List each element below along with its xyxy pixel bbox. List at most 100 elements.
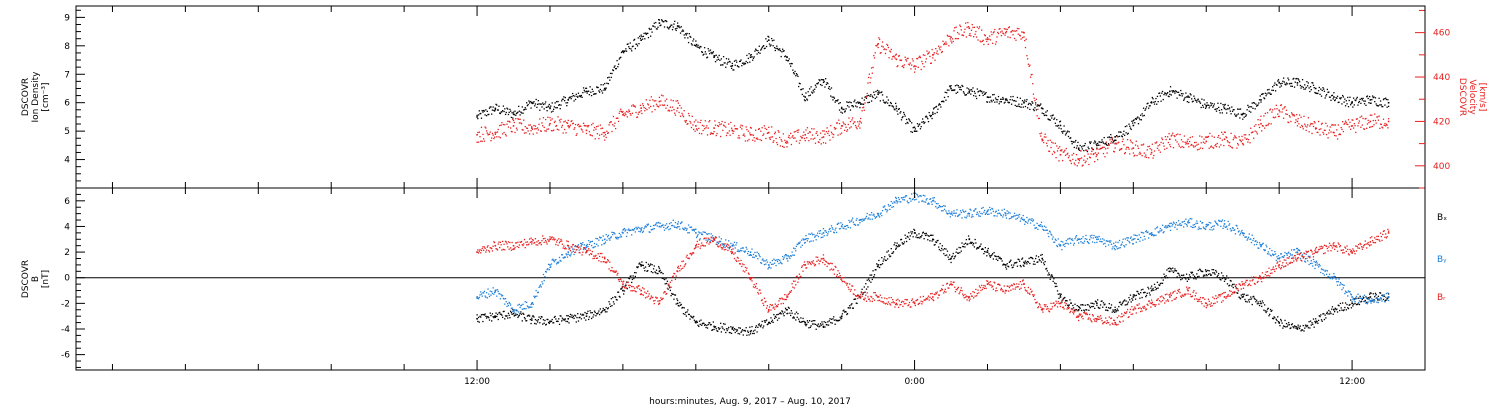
data-point [899,112,901,114]
data-point [805,324,807,327]
data-point [1274,116,1277,118]
data-point [565,253,567,255]
data-point [673,298,675,300]
data-point [676,27,678,30]
data-point [592,90,594,93]
data-point [596,125,598,128]
data-point [763,320,766,322]
data-point [1145,295,1147,298]
data-point [947,35,949,38]
data-point [1161,138,1164,141]
data-point [735,128,737,130]
data-point [980,90,982,93]
data-point [1114,244,1116,247]
data-point [499,313,502,315]
data-point [938,45,940,47]
data-point [1121,241,1124,243]
data-point [599,124,601,126]
data-point [1154,228,1156,230]
data-point [882,260,884,262]
data-point [1274,82,1276,84]
data-point [641,264,644,266]
data-point [1051,141,1053,143]
data-point [1035,98,1038,100]
data-point [977,247,979,250]
data-point [566,315,568,317]
data-point [1074,237,1076,240]
data-point [775,316,777,318]
data-point [1105,309,1107,311]
data-point [1067,305,1070,307]
data-point [1004,34,1006,36]
data-point [864,102,866,104]
data-point [1030,74,1032,76]
data-point [965,93,968,96]
data-point [520,313,523,315]
data-point [961,217,963,219]
data-point [1323,318,1326,321]
data-point [1280,83,1282,85]
data-point [1152,234,1154,236]
right-tick-label: 420 [1433,117,1450,127]
data-point [900,111,902,113]
data-point [633,227,636,230]
data-point [921,200,923,202]
data-point [1269,93,1272,96]
data-point [910,68,912,70]
data-point [584,248,586,250]
data-point [706,57,708,59]
data-point [816,83,819,85]
data-point [1328,91,1330,93]
data-point [695,40,697,42]
data-point [518,314,521,316]
data-point [573,253,575,256]
data-point [926,198,928,200]
data-point [1263,309,1265,311]
data-point [533,101,535,103]
data-point [808,140,810,142]
data-point [1154,286,1156,288]
data-point [946,43,948,45]
data-point [790,310,793,312]
data-point [612,69,614,71]
data-point [1168,95,1170,98]
data-point [536,127,539,129]
data-point [654,271,656,273]
data-point [1277,80,1279,82]
data-point [803,320,805,323]
data-point [786,257,788,260]
data-point [1032,93,1035,95]
data-point [1172,147,1175,149]
data-point [647,223,650,225]
data-point [833,133,835,136]
data-point [1175,91,1178,93]
data-point [604,134,607,136]
data-point [669,106,671,108]
data-point [1032,102,1034,104]
data-point [1058,297,1060,300]
data-point [1350,299,1352,301]
data-point [946,254,948,256]
data-point [1326,311,1328,313]
data-point [811,323,814,325]
data-point [1023,101,1025,104]
data-point [992,32,995,34]
data-point [648,265,650,267]
data-point [822,236,824,238]
data-point [840,222,842,224]
data-point [867,101,869,104]
data-point [913,228,915,231]
data-point [1266,310,1268,312]
data-point [1172,267,1174,269]
data-point [695,321,697,324]
data-point [1255,105,1258,107]
data-point [890,247,892,250]
data-point [539,118,541,120]
data-point [901,117,903,119]
data-point [1046,270,1048,272]
data-point [1295,327,1297,329]
data-point [1078,305,1080,308]
data-point [933,52,935,54]
data-point [822,136,825,138]
data-point [563,318,565,320]
